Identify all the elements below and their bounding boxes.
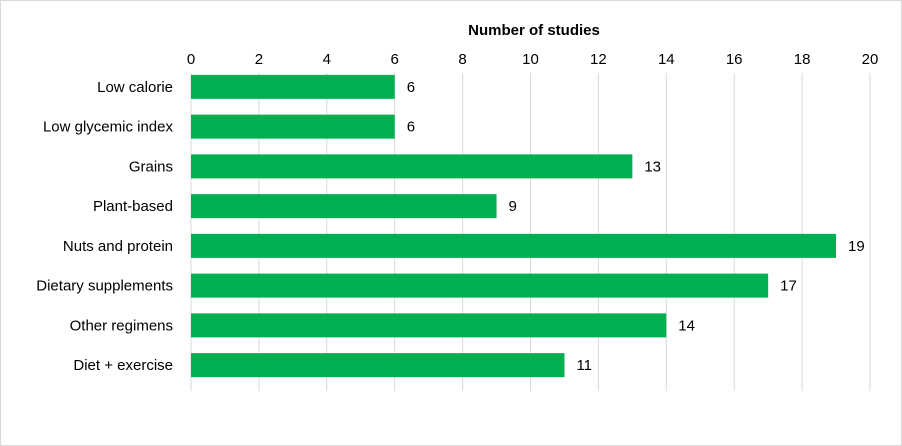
data-label: 6 <box>407 119 415 136</box>
bar <box>191 233 837 258</box>
category-label: Plant-based <box>93 198 173 215</box>
bar <box>191 313 667 338</box>
x-tick-label: 8 <box>458 51 466 68</box>
x-axis-title: Number of studies <box>468 22 600 39</box>
category-label: Diet + exercise <box>73 357 173 374</box>
data-labels: 6 6 13 9 19 17 14 11 <box>407 79 865 374</box>
data-label: 14 <box>678 317 695 334</box>
x-tick-label: 10 <box>522 51 539 68</box>
data-label: 17 <box>780 278 797 295</box>
data-label: 9 <box>509 198 517 215</box>
bar <box>191 154 633 179</box>
x-tick-label: 14 <box>658 51 675 68</box>
x-tick-label: 0 <box>187 51 195 68</box>
bar <box>191 114 395 139</box>
x-tick-labels: 0 2 4 6 8 10 12 14 16 18 20 <box>187 51 879 68</box>
bar <box>191 273 769 298</box>
x-tick-label: 2 <box>255 51 263 68</box>
bars <box>191 74 837 378</box>
bar <box>191 74 395 99</box>
bar <box>191 353 565 378</box>
category-label: Low calorie <box>97 79 173 96</box>
data-label: 19 <box>848 238 865 255</box>
data-label: 13 <box>644 158 661 175</box>
category-label: Nuts and protein <box>63 238 173 255</box>
category-label: Grains <box>129 158 173 175</box>
data-label: 11 <box>576 357 592 374</box>
x-tick-label: 12 <box>590 51 607 68</box>
data-label: 6 <box>407 79 415 96</box>
category-label: Other regimens <box>70 317 173 334</box>
x-tick-label: 4 <box>323 51 331 68</box>
x-tick-label: 20 <box>862 51 879 68</box>
category-label: Dietary supplements <box>36 278 173 295</box>
category-labels: Low calorie Low glycemic index Grains Plant… <box>36 79 173 374</box>
x-tick-label: 16 <box>726 51 743 68</box>
category-label: Low glycemic index <box>43 119 174 136</box>
bar <box>191 194 497 219</box>
x-tick-label: 18 <box>794 51 811 68</box>
x-tick-label: 6 <box>391 51 399 68</box>
